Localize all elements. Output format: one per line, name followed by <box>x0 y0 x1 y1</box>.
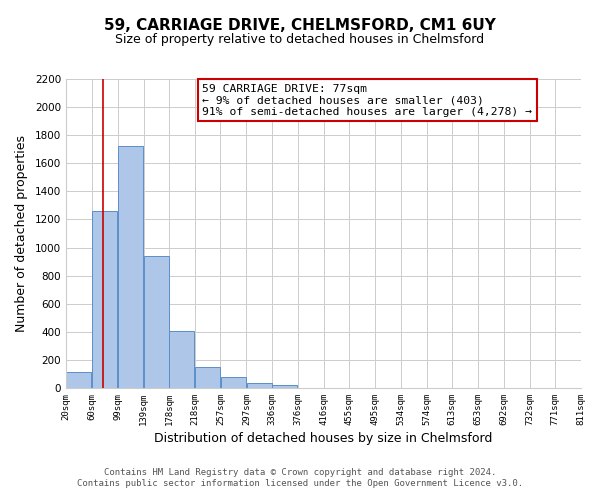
Text: Contains HM Land Registry data © Crown copyright and database right 2024.
Contai: Contains HM Land Registry data © Crown c… <box>77 468 523 487</box>
Bar <box>195 367 220 388</box>
Y-axis label: Number of detached properties: Number of detached properties <box>15 135 28 332</box>
Bar <box>221 378 245 388</box>
Bar <box>272 385 297 388</box>
X-axis label: Distribution of detached houses by size in Chelmsford: Distribution of detached houses by size … <box>154 432 493 445</box>
Text: 59 CARRIAGE DRIVE: 77sqm
← 9% of detached houses are smaller (403)
91% of semi-d: 59 CARRIAGE DRIVE: 77sqm ← 9% of detache… <box>202 84 532 117</box>
Bar <box>144 256 169 388</box>
Text: Size of property relative to detached houses in Chelmsford: Size of property relative to detached ho… <box>115 32 485 46</box>
Bar <box>169 332 194 388</box>
Bar <box>247 383 272 388</box>
Bar <box>118 146 143 388</box>
Bar <box>92 210 118 388</box>
Bar <box>66 372 91 388</box>
Text: 59, CARRIAGE DRIVE, CHELMSFORD, CM1 6UY: 59, CARRIAGE DRIVE, CHELMSFORD, CM1 6UY <box>104 18 496 32</box>
